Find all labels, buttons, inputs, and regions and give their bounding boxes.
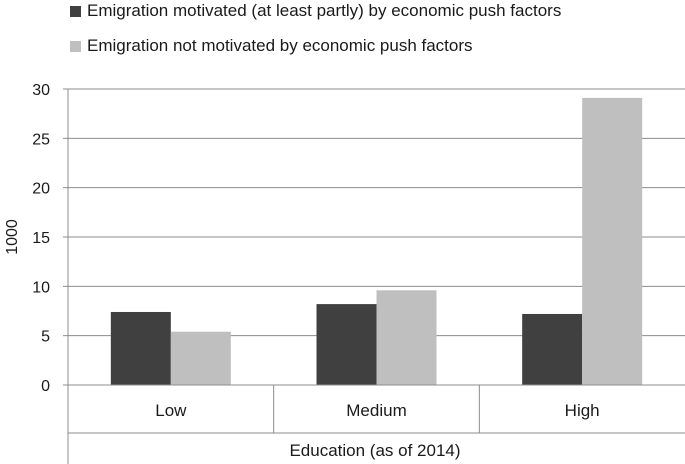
x-axis-label: Education (as of 2014): [289, 441, 460, 460]
y-tick-label: 25: [32, 131, 50, 148]
bar: [376, 290, 437, 385]
bar: [110, 311, 171, 385]
legend-item-economic-push: Emigration motivated (at least partly) b…: [70, 0, 561, 22]
axes: [63, 88, 685, 464]
y-tick-label: 20: [32, 181, 50, 198]
legend-item-not-economic: Emigration not motivated by economic pus…: [70, 35, 561, 57]
y-tick-label: 0: [41, 378, 50, 395]
legend-label-not-economic: Emigration not motivated by economic pus…: [87, 36, 473, 55]
legend: Emigration motivated (at least partly) b…: [70, 0, 561, 70]
y-tick-label: 5: [41, 329, 50, 346]
bar: [316, 304, 377, 385]
bar: [170, 331, 231, 385]
x-tick-label: Low: [155, 401, 187, 420]
x-tick-labels: Low Medium High: [155, 401, 599, 420]
bar: [522, 313, 583, 385]
legend-swatch-economic-push: [70, 6, 81, 17]
x-tick-label: Medium: [346, 401, 406, 420]
bar: [582, 97, 643, 385]
legend-swatch-not-economic: [70, 41, 81, 52]
y-tick-label: 10: [32, 279, 50, 296]
y-tick-labels: 0 5 10 15 20 25 30: [32, 82, 50, 395]
y-axis-label: 1000: [4, 219, 21, 255]
legend-label-economic-push: Emigration motivated (at least partly) b…: [87, 1, 562, 20]
x-tick-label: High: [565, 401, 600, 420]
y-tick-label: 15: [32, 230, 50, 247]
y-tick-label: 30: [32, 82, 50, 99]
bars: [110, 97, 643, 385]
